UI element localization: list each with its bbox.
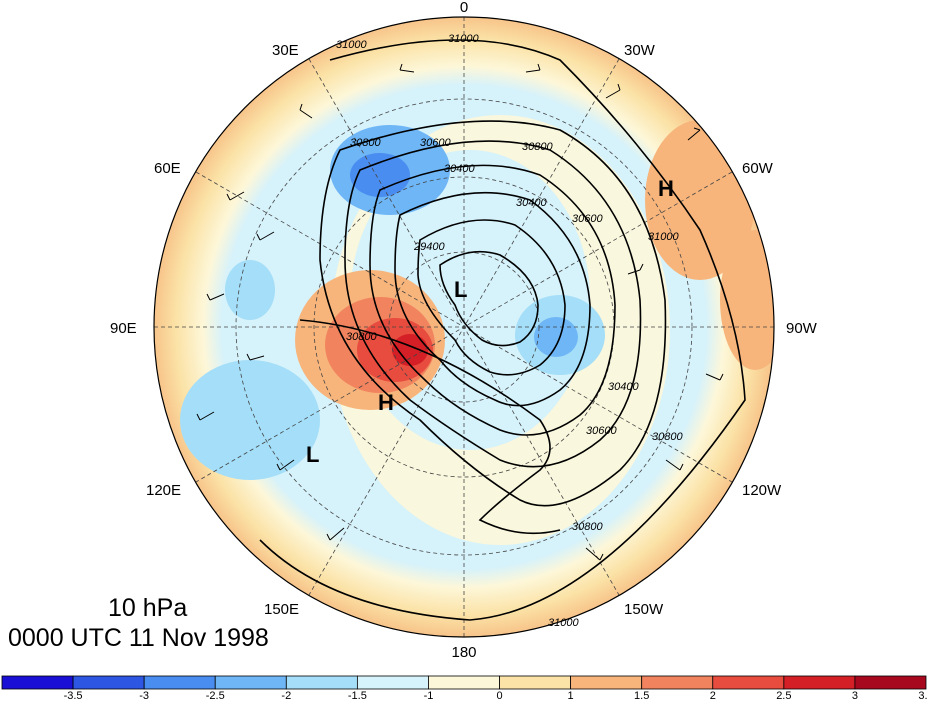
lon-label-60e: 60E bbox=[154, 160, 181, 177]
anomaly-shading bbox=[154, 17, 774, 637]
lon-label-150e: 150E bbox=[264, 601, 299, 618]
colorbar-box bbox=[854, 675, 927, 690]
low-center: L bbox=[454, 277, 467, 302]
colorbar-tick-label: -1 bbox=[424, 690, 434, 702]
contour-label: 30400 bbox=[516, 197, 547, 209]
contour-label: 29400 bbox=[413, 241, 445, 253]
lon-label-120e: 120E bbox=[146, 482, 181, 499]
contour-label: 30400 bbox=[608, 381, 639, 393]
height-contours bbox=[259, 39, 746, 621]
contour-label: 30600 bbox=[586, 425, 617, 437]
contour-label: 30600 bbox=[420, 137, 451, 149]
contour-labels: 31000 31000 30800 30600 30400 30400 3060… bbox=[336, 33, 683, 629]
lon-label-30e: 30E bbox=[272, 42, 299, 59]
colorbar-tick-label: -1.5 bbox=[348, 690, 367, 702]
colorbar-box bbox=[428, 675, 500, 690]
colorbar-tick-label: -3 bbox=[139, 690, 149, 702]
lon-label-90e: 90E bbox=[110, 320, 137, 337]
colorbar-box bbox=[72, 675, 145, 690]
time-caption: 0000 UTC 11 Nov 1998 bbox=[8, 624, 269, 652]
lon-label-30w: 30W bbox=[624, 42, 656, 59]
low-center: L bbox=[306, 442, 319, 467]
contour-label: 30800 bbox=[522, 141, 553, 153]
colorbar-box bbox=[143, 675, 216, 690]
longitude-labels: 0 30W 60W 90W 120W 150W 180 150E 120E 90… bbox=[110, 0, 818, 661]
contour-label: 31000 bbox=[336, 39, 367, 51]
colorbar-box bbox=[356, 675, 429, 690]
contour-label: 31000 bbox=[448, 33, 479, 45]
wind-barbs bbox=[196, 63, 724, 561]
colorbar-tick-label: 3 bbox=[852, 690, 858, 702]
contour-label: 31000 bbox=[548, 617, 579, 629]
contour-label: 31000 bbox=[648, 231, 679, 243]
colorbar-box bbox=[214, 675, 287, 690]
high-center: H bbox=[378, 390, 394, 415]
contour-label: 30800 bbox=[652, 431, 683, 443]
lon-label-120w: 120W bbox=[742, 482, 782, 499]
lon-label-180: 180 bbox=[451, 644, 476, 661]
colorbar-box bbox=[285, 675, 358, 690]
colorbar-tick-label: 1.5 bbox=[634, 690, 649, 702]
contour-label: 30800 bbox=[572, 521, 603, 533]
colorbar-tick-label: -2.5 bbox=[206, 690, 225, 702]
map-boundary bbox=[153, 16, 775, 638]
contour-label: 30400 bbox=[444, 163, 475, 175]
lon-label-60w: 60W bbox=[742, 160, 774, 177]
lon-label-90w: 90W bbox=[786, 320, 818, 337]
lon-label-150w: 150W bbox=[624, 601, 664, 618]
contour-label: 30800 bbox=[350, 137, 381, 149]
level-caption: 10 hPa bbox=[108, 594, 188, 622]
colorbar-box bbox=[1, 675, 74, 690]
colorbar-box bbox=[570, 675, 643, 690]
colorbar-tick-label: 2.5 bbox=[776, 690, 791, 702]
colorbar-tick-label: 1 bbox=[568, 690, 574, 702]
colorbar-tick-label: 2 bbox=[710, 690, 716, 702]
high-center: H bbox=[658, 176, 674, 201]
colorbar-tick-label: 0 bbox=[496, 690, 502, 702]
colorbar-tick-labels: -3.5 -3 -2.5 -2 -1.5 -1 0 1 1.5 2 2.5 3 3.5 bbox=[64, 690, 928, 702]
colorbar-tick-label: 3.5 bbox=[918, 690, 928, 702]
colorbar-box bbox=[499, 675, 572, 690]
colorbar-box bbox=[712, 675, 785, 690]
lon-label-0: 0 bbox=[460, 0, 468, 16]
colorbar-boxes bbox=[1, 675, 927, 690]
colorbar-tick-label: -3.5 bbox=[64, 690, 83, 702]
colorbar-tick-label: -2 bbox=[281, 690, 291, 702]
pressure-centers: H H L L bbox=[306, 176, 674, 467]
contour-label: 30800 bbox=[346, 331, 377, 343]
colorbar-box bbox=[641, 675, 714, 690]
colorbar-box bbox=[783, 675, 856, 690]
contour-label: 30600 bbox=[572, 213, 603, 225]
